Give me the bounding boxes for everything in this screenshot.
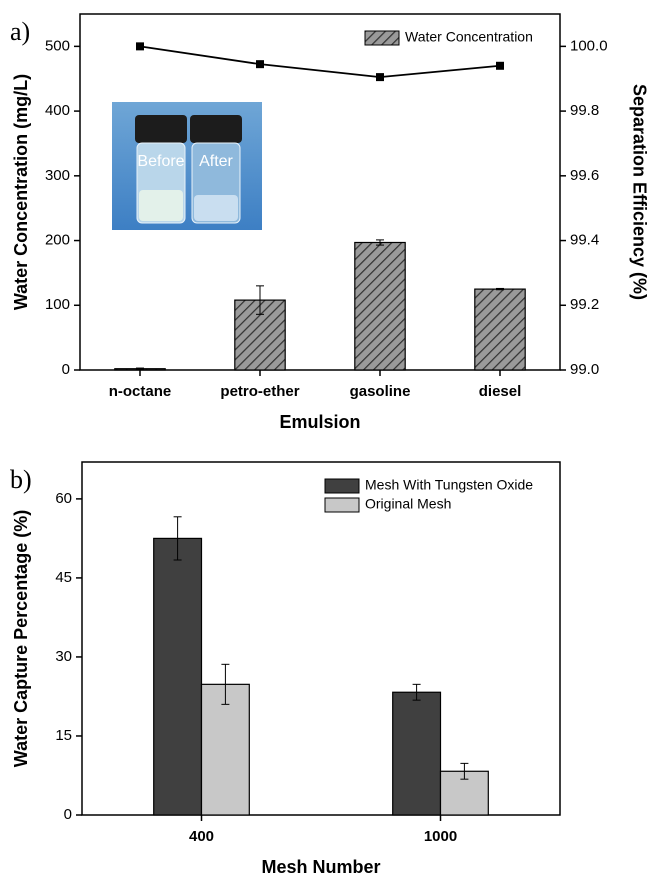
panel-label: b) bbox=[10, 465, 32, 494]
inset-photo: Before After bbox=[112, 102, 262, 230]
error-bar bbox=[496, 287, 504, 291]
y-tick-label: 400 bbox=[45, 102, 70, 119]
y-tick-label: 300 bbox=[45, 167, 70, 184]
error-bar bbox=[173, 516, 182, 561]
x-axis-label: Emulsion bbox=[279, 412, 360, 432]
x-tick-label: petro-ether bbox=[220, 383, 299, 400]
marker bbox=[376, 73, 384, 82]
error-bar bbox=[136, 367, 144, 370]
error-bar bbox=[376, 239, 384, 246]
y2-tick-label: 100.0 bbox=[570, 37, 608, 54]
plot-frame bbox=[79, 13, 561, 371]
marker bbox=[136, 42, 144, 51]
y2-tick-label: 99.0 bbox=[570, 361, 599, 378]
y-tick-label: 30 bbox=[55, 648, 72, 665]
error-bar bbox=[460, 762, 469, 780]
y-tick-label: 500 bbox=[45, 37, 70, 54]
x-tick-label: diesel bbox=[479, 383, 522, 400]
x-tick-label: 1000 bbox=[424, 828, 457, 845]
inset-label: After bbox=[199, 153, 233, 170]
line bbox=[139, 45, 501, 79]
y2-axis-label: Separation Efficiency (%) bbox=[629, 84, 649, 300]
x-axis-label: Mesh Number bbox=[261, 857, 380, 877]
bar bbox=[153, 537, 203, 816]
y2-tick-label: 99.8 bbox=[570, 102, 599, 119]
error-bar bbox=[256, 285, 264, 315]
x-tick-label: n-octane bbox=[109, 383, 172, 400]
error-bar bbox=[221, 663, 230, 705]
y2-tick-label: 99.4 bbox=[570, 232, 599, 249]
y2-tick-label: 99.6 bbox=[570, 167, 599, 184]
y-tick-label: 45 bbox=[55, 569, 72, 586]
legend-swatch bbox=[324, 497, 360, 513]
legend-swatch bbox=[324, 478, 360, 494]
plot-frame bbox=[81, 461, 561, 816]
bar bbox=[392, 691, 442, 816]
marker bbox=[256, 60, 264, 69]
y-axis-label: Water Concentration (mg/L) bbox=[11, 74, 31, 310]
error-bar bbox=[412, 683, 421, 701]
x-tick-label: gasoline bbox=[350, 383, 411, 400]
y-tick-label: 0 bbox=[64, 806, 72, 823]
legend-label: Original Mesh bbox=[365, 496, 451, 512]
y-tick-label: 15 bbox=[55, 727, 72, 744]
legend-label: Water Concentration bbox=[405, 29, 533, 45]
y-axis-label: Water Capture Percentage (%) bbox=[11, 510, 31, 767]
legend-swatch bbox=[364, 30, 400, 46]
bar bbox=[354, 241, 406, 371]
y-tick-label: 60 bbox=[55, 490, 72, 507]
bar bbox=[200, 683, 250, 816]
marker bbox=[496, 61, 504, 70]
y-tick-label: 200 bbox=[45, 232, 70, 249]
x-tick-label: 400 bbox=[189, 828, 214, 845]
panel-label: a) bbox=[10, 17, 30, 46]
y-tick-label: 100 bbox=[45, 296, 70, 313]
bar bbox=[474, 288, 526, 371]
y-tick-label: 0 bbox=[62, 361, 70, 378]
y2-tick-label: 99.2 bbox=[570, 296, 599, 313]
inset-label: Before bbox=[137, 153, 184, 170]
legend-label: Mesh With Tungsten Oxide bbox=[365, 477, 533, 493]
